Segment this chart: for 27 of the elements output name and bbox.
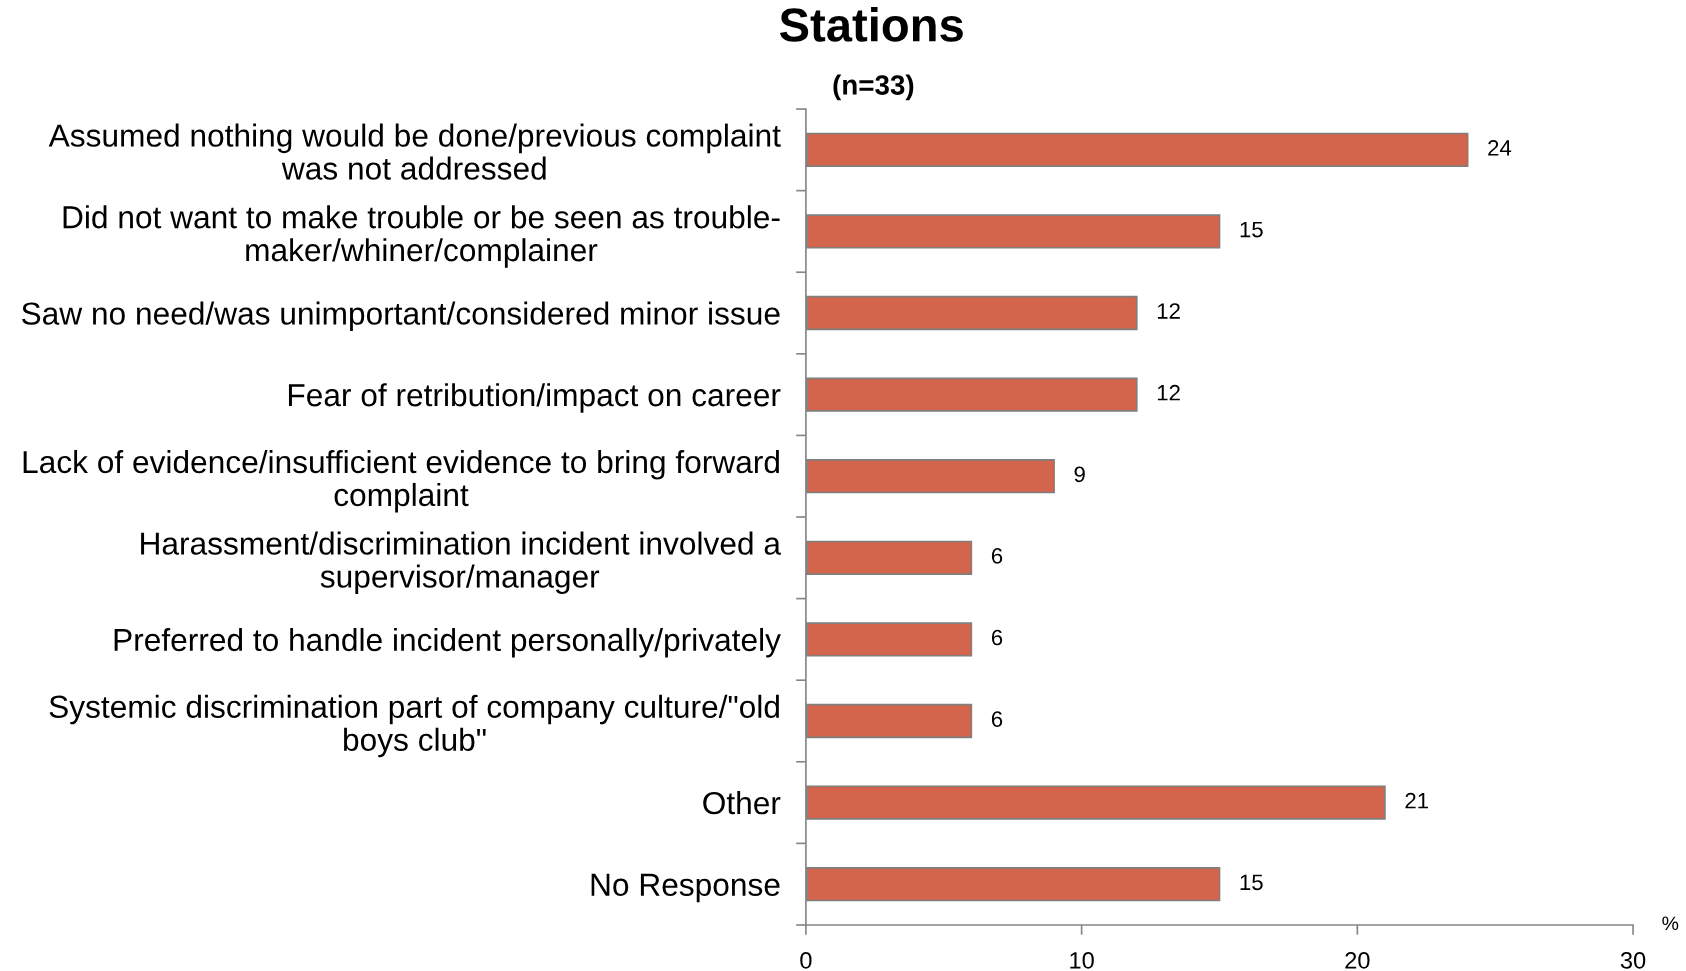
data-label: 21 (1405, 792, 1428, 809)
x-tick-label: 20 (1345, 951, 1370, 969)
data-label: 15 (1240, 874, 1263, 891)
data-label: 6 (991, 548, 1003, 564)
data-label: 12 (1157, 303, 1180, 319)
y-tick-label: Systemic discrimination part of company culture/"old boys club" (49, 694, 779, 758)
x-tick-label: 0 (800, 951, 812, 969)
y-tick-label: Assumed nothing would be done/previous complaint was not addressed (48, 123, 781, 180)
x-tick-label: 10 (1070, 951, 1094, 969)
y-tick-label: No Response (591, 873, 780, 903)
y-tick-label: Preferred to handle incident personally/privately (114, 627, 781, 658)
y-tick-label: Harassment/discrimination incident involved a supervisor/manager (141, 531, 781, 595)
data-label: 12 (1157, 384, 1180, 401)
chart-subtitle: (n=33) (833, 74, 914, 101)
data-label: 15 (1240, 221, 1263, 238)
chart-title: Stations (779, 7, 963, 42)
y-tick-label: Did not want to make trouble or be seen as trouble- maker/whiner/complainer (63, 205, 780, 268)
y-tick-label: Saw no need/was unimportant/considered minor issue (21, 301, 780, 332)
y-tick-label: Other (703, 791, 781, 815)
y-tick-label: Fear of retribution/impact on career (288, 383, 781, 413)
y-tick-label: Lack of evidence/insufficient evidence to bring forward complaint (23, 449, 779, 513)
data-label: 24 (1488, 140, 1512, 156)
data-label: 9 (1074, 466, 1085, 483)
data-label: 6 (991, 629, 1003, 646)
x-axis-title: % (1662, 916, 1679, 931)
x-tick-label: 30 (1620, 951, 1646, 969)
data-label: 6 (991, 711, 1003, 727)
